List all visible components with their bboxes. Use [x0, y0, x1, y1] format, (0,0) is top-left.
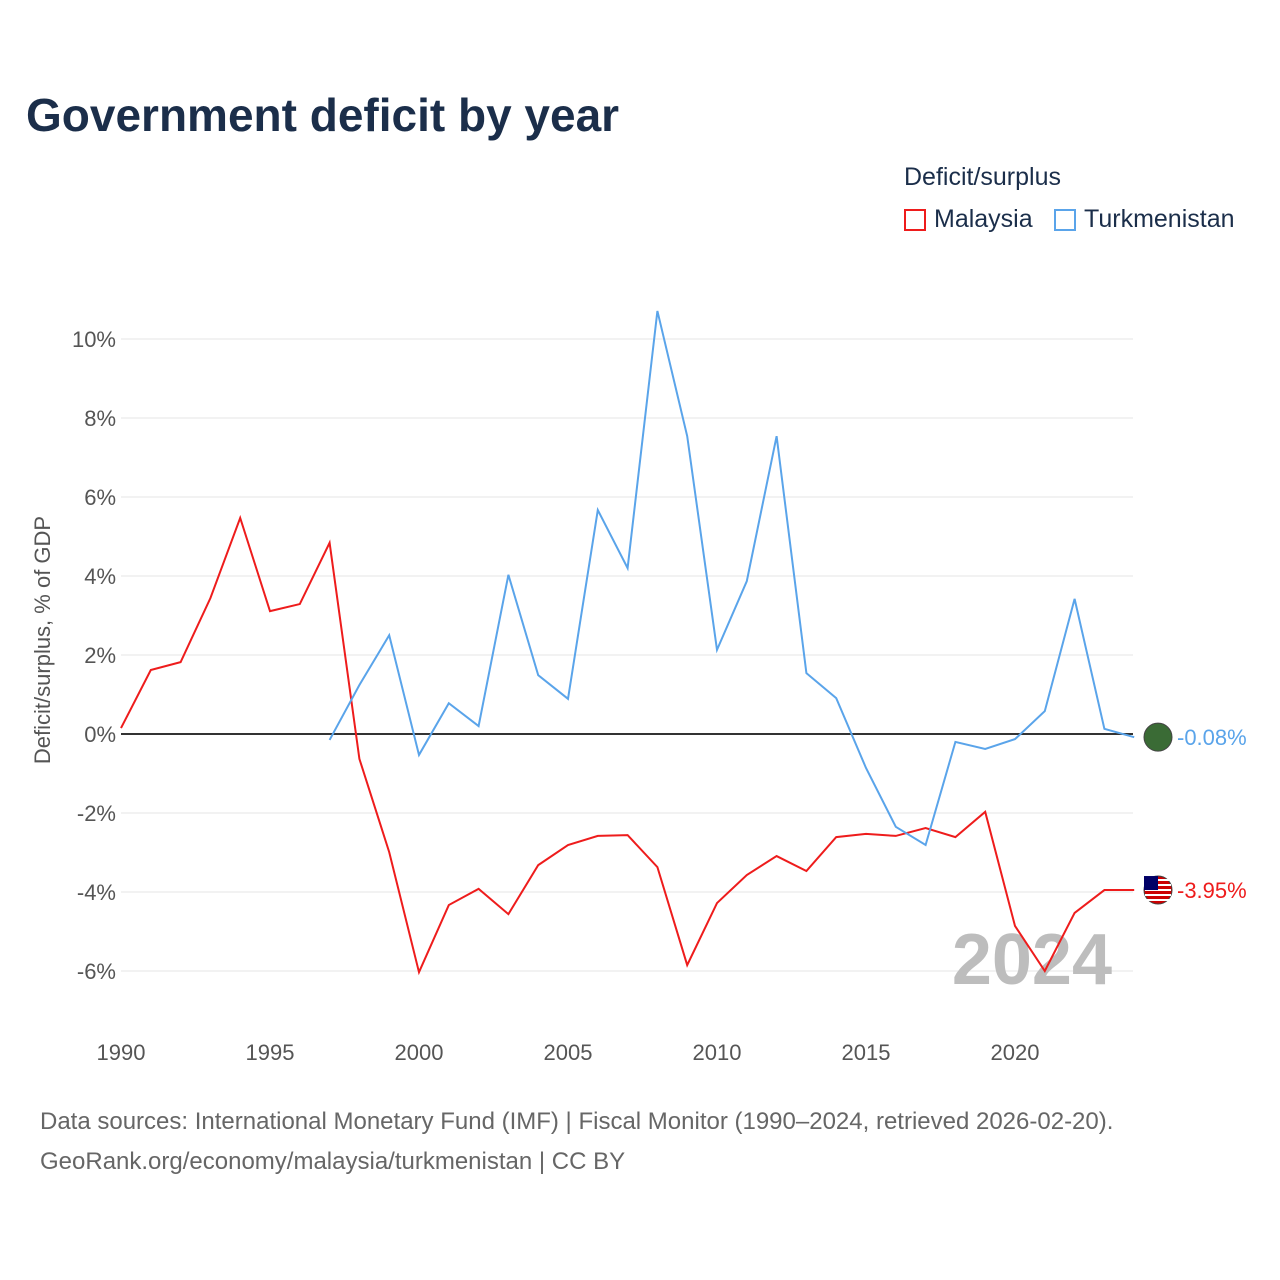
flag-canton [1144, 876, 1158, 891]
y-tick-label: -2% [77, 801, 116, 826]
x-tick-label: 1990 [97, 1040, 146, 1065]
legend-item-turkmenistan[interactable]: Turkmenistan [1054, 205, 1235, 234]
x-tick-label: 2000 [395, 1040, 444, 1065]
x-tick-label: 2020 [991, 1040, 1040, 1065]
y-tick-label: 6% [84, 485, 116, 510]
chart-title: Government deficit by year [26, 89, 620, 141]
end-value-label: -3.95% [1177, 878, 1247, 903]
y-tick-label: 10% [72, 327, 116, 352]
x-tick-label: 2010 [693, 1040, 742, 1065]
year-watermark: 2024 [952, 920, 1112, 1000]
y-tick-label: 0% [84, 722, 116, 747]
legend-item-malaysia[interactable]: Malaysia [904, 205, 1033, 234]
legend-swatch [904, 208, 926, 231]
x-tick-label: 2015 [842, 1040, 891, 1065]
end-value-label: -0.08% [1177, 725, 1247, 750]
y-tick-label: -4% [77, 880, 116, 905]
legend-swatch [1054, 208, 1076, 231]
source-text: Data sources: International Monetary Fun… [40, 1108, 1114, 1135]
source-url: GeoRank.org/economy/malaysia/turkmenista… [40, 1148, 626, 1175]
x-tick-label: 1995 [246, 1040, 295, 1065]
series-line-turkmenistan [328, 310, 1135, 847]
x-tick-label: 2005 [544, 1040, 593, 1065]
series-line-malaysia [120, 514, 1135, 976]
legend-title: Deficit/surplus [904, 163, 1061, 191]
legend-label: Malaysia [934, 205, 1033, 233]
legend-label: Turkmenistan [1084, 205, 1235, 233]
y-tick-label: 2% [84, 643, 116, 668]
flag-icon-turkmenistan [1143, 722, 1173, 752]
line-chart: -6% -4% -2% 0% 2% 4% 6% 8% 10% 1990 1995 2000 2005 20… [30, 310, 1247, 1065]
y-tick-label: 8% [84, 406, 116, 431]
y-tick-label: -6% [77, 959, 116, 984]
y-tick-label: 4% [84, 564, 116, 589]
y-axis-label: Deficit/surplus, % of GDP [30, 516, 55, 764]
